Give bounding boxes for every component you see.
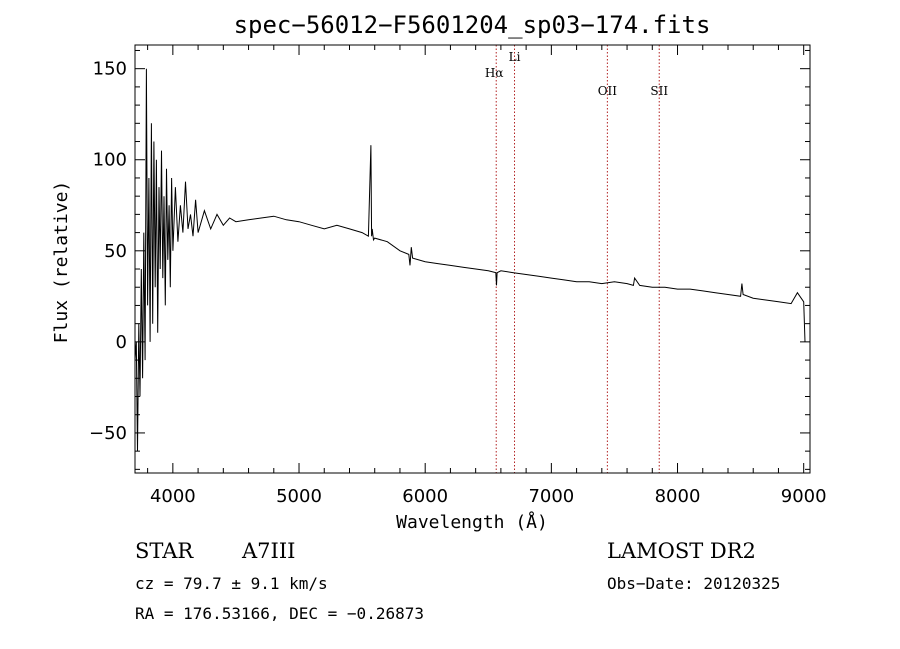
y-tick-label: 50 [104,241,127,262]
spectral-line-label: Hα [485,66,504,80]
spectral-line-markers: Hα Li OII SII [485,45,668,473]
x-tick-label: 6000 [402,486,448,507]
survey-label: LAMOST DR2 [607,539,756,563]
x-tick-label: 9000 [781,486,827,507]
coordinates-label: RA = 176.53166, DEC = −0.26873 [135,604,424,623]
object-class-label: STAR [135,539,194,563]
spectral-line-label: OII [598,84,618,98]
y-tick-label: 150 [93,59,127,80]
spectrum-line [134,68,806,452]
spectral-line-label: SII [650,84,668,98]
spectral-line-label: Li [509,50,521,64]
axis-tick-labels: 4000 5000 6000 7000 8000 9000 −50 0 50 100 150 [89,59,827,507]
y-axis-label: Flux (relative) [51,181,72,344]
x-axis-label: Wavelength (Å) [396,511,548,533]
x-tick-label: 4000 [150,486,196,507]
plot-frame [134,44,811,474]
y-tick-label: −50 [89,423,127,444]
velocity-label: cz = 79.7 ± 9.1 km/s [135,574,328,593]
x-tick-label: 5000 [276,486,322,507]
x-tick-label: 7000 [528,486,574,507]
axis-ticks [135,45,810,473]
y-tick-label: 100 [93,150,127,171]
x-tick-label: 8000 [655,486,701,507]
y-tick-label: 0 [116,332,127,353]
obs-date-label: Obs−Date: 20120325 [607,574,780,593]
subclass-label: A7III [241,539,295,563]
chart-title: spec−56012−F5601204_sp03−174.fits [234,11,711,39]
